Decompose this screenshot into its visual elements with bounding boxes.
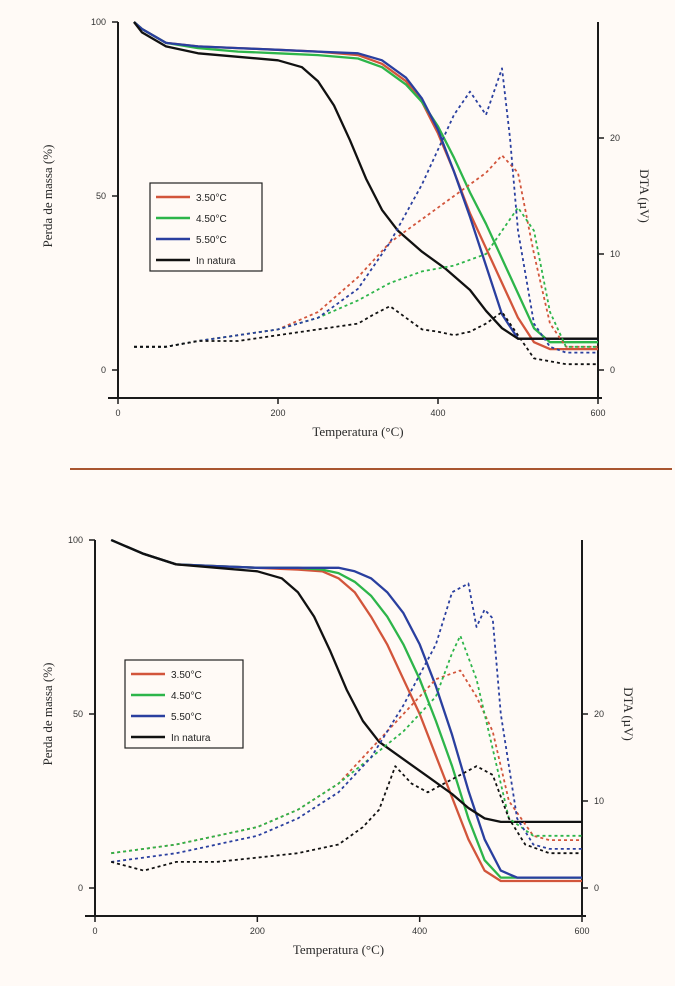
tga-series-line (133, 21, 598, 340)
x-axis-label: Temperatura (°C) (312, 424, 403, 439)
y-right-axis-label: DTA (µV) (637, 169, 652, 223)
x-tick-label: 600 (574, 926, 589, 936)
x-tick-label: 400 (430, 408, 445, 418)
tga-dta-chart-top: 0 200 400 600 0 50 100 0 10 20 Temperatura (°C) Per… (40, 17, 652, 439)
y-right-tick-label: 20 (610, 133, 620, 143)
y-right-tick-label: 10 (594, 796, 604, 806)
legend-entry: 3.50°C (196, 193, 227, 204)
chart-panel-bottom: 0 200 400 600 0 50 100 0 10 20 Temperatura (°C) Per… (0, 500, 675, 986)
tga-series-line (133, 21, 598, 340)
x-axis-label: Temperatura (°C) (293, 942, 384, 957)
y-left-axis-label: Perda de massa (%) (40, 663, 55, 766)
legend-entry: 4.50°C (171, 691, 202, 702)
tga-dta-chart-bottom: 0 200 400 600 0 50 100 0 10 20 Temperatura (°C) Per… (40, 535, 636, 957)
tga-series-line (110, 538, 582, 824)
y-left-tick-label: 100 (91, 17, 106, 27)
legend-entry: In natura (171, 733, 211, 744)
y-left-tick-label: 100 (68, 535, 83, 545)
y-left-tick-label: 50 (73, 709, 83, 719)
y-right-axis-label: DTA (µV) (621, 687, 636, 741)
dta-series-line (111, 634, 582, 855)
dta-series-line (134, 67, 598, 354)
y-right-tick-label: 0 (594, 883, 599, 893)
x-tick-label: 400 (412, 926, 427, 936)
legend-entry: 3.50°C (171, 670, 202, 681)
x-tick-label: 600 (590, 408, 605, 418)
legend-entry: 4.50°C (196, 214, 227, 225)
x-tick-label: 200 (270, 408, 285, 418)
x-tick-label: 200 (250, 926, 265, 936)
y-left-axis-label: Perda de massa (%) (40, 145, 55, 248)
y-right-tick-label: 20 (594, 709, 604, 719)
chart-panel-top: 0 200 400 600 0 50 100 0 10 20 Temperatura (°C) Per… (0, 0, 675, 468)
x-tick-label: 0 (115, 408, 120, 418)
y-right-tick-label: 10 (610, 249, 620, 259)
y-left-tick-label: 0 (101, 365, 106, 375)
legend-entry: In natura (196, 256, 236, 267)
dta-series-line (110, 765, 582, 872)
legend-entry: 5.50°C (171, 712, 202, 723)
y-left-tick-label: 50 (96, 191, 106, 201)
y-right-tick-label: 0 (610, 365, 615, 375)
legend-entry: 5.50°C (196, 235, 227, 246)
y-left-tick-label: 0 (78, 883, 83, 893)
panel-separator (70, 468, 672, 470)
x-tick-label: 0 (92, 926, 97, 936)
tga-series-line (133, 21, 598, 344)
dta-series-line (111, 582, 582, 863)
